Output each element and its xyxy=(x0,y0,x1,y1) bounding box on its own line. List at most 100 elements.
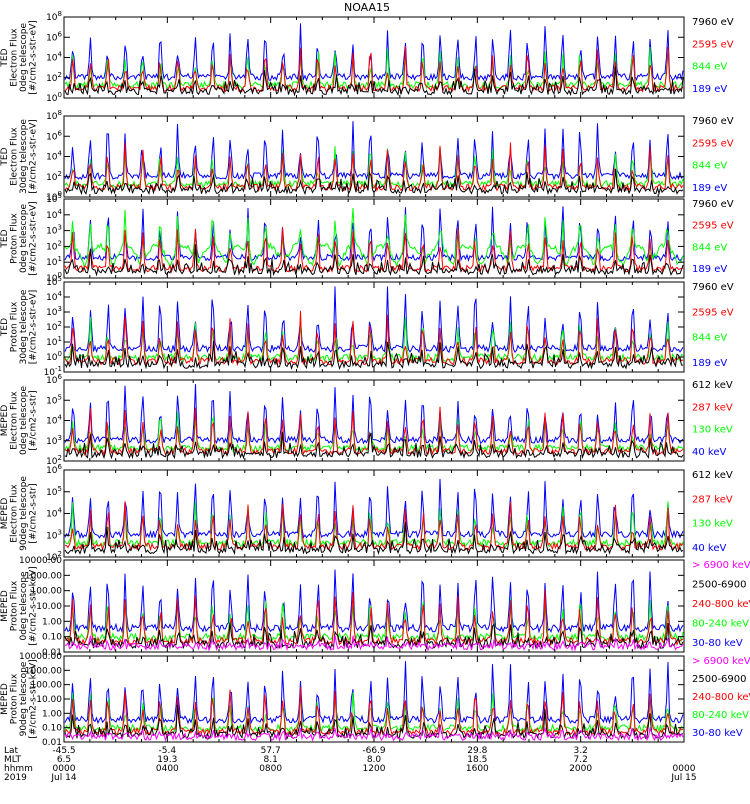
x-axis-value: 29.8 xyxy=(467,746,487,756)
legend-entry: 7960 eV xyxy=(692,116,734,127)
y-tick-label: 101 xyxy=(46,255,62,268)
y-tick-label: 100 xyxy=(46,271,62,284)
y-axis-title-line: [#/cm2-s-str-keV] xyxy=(28,566,38,645)
y-tick-label: 105 xyxy=(46,393,62,406)
x-axis-value: 0000 xyxy=(53,764,76,774)
series-trace-black xyxy=(64,622,684,650)
series-trace-black xyxy=(64,431,684,460)
y-tick-label: 105 xyxy=(46,275,62,288)
x-axis-value: 7.2 xyxy=(574,755,588,765)
x-axis-row-label: Lat xyxy=(4,746,19,756)
series-trace-blue xyxy=(64,661,684,725)
y-axis-title-line: 30deg telescope xyxy=(19,289,29,364)
series-trace-green xyxy=(64,501,684,549)
series-trace-red xyxy=(64,686,684,737)
x-axis-value: Jul 14 xyxy=(50,773,76,783)
y-axis-title-line: 0deg telescope xyxy=(19,571,29,641)
legend-entry: 2500-6900 xyxy=(692,580,747,591)
y-axis-title-line: TED xyxy=(0,147,10,166)
y-tick-label: 10000.00 xyxy=(19,652,62,662)
legend-entry: 612 keV xyxy=(692,380,733,391)
y-tick-label: 10-1 xyxy=(44,365,62,378)
legend-entry: 7960 eV xyxy=(692,17,734,28)
x-axis-value: -5.4 xyxy=(159,746,177,756)
y-tick-label: 104 xyxy=(46,414,62,427)
series-trace-red xyxy=(64,142,684,193)
x-axis-value: 0000 xyxy=(673,764,696,774)
y-tick-label: 100 xyxy=(46,91,62,104)
legend-entry: 189 eV xyxy=(692,264,727,275)
legend-entry: 612 keV xyxy=(692,470,733,481)
y-axis-title-line: [#/cm2-s-str-eV] xyxy=(28,119,38,194)
series-trace-blue xyxy=(64,206,684,263)
legend-entry: 40 keV xyxy=(692,543,726,554)
y-axis-title-line: MEPED xyxy=(0,590,10,622)
series-trace-blue xyxy=(64,286,684,354)
legend-entry: 130 keV xyxy=(692,425,733,436)
x-axis-value: Jul 15 xyxy=(670,773,696,783)
series-trace-red xyxy=(64,406,684,457)
y-tick-label: 0.10 xyxy=(42,724,62,734)
y-axis-title-line: [#/cm2-s-str] xyxy=(28,390,38,450)
x-axis-value: 19.3 xyxy=(157,755,177,765)
legend-entry: 189 eV xyxy=(692,84,727,95)
series-trace-blue xyxy=(64,23,684,82)
y-tick-label: 102 xyxy=(46,454,62,467)
y-tick-label: 100 xyxy=(46,350,62,363)
y-axis-title-line: [#/cm2-s-str-eV] xyxy=(28,201,38,276)
legend-entry: 7960 eV xyxy=(692,282,734,293)
y-axis-title-line: MEPED xyxy=(0,498,10,530)
series-trace-blue xyxy=(64,384,684,445)
y-axis-title-line: 0deg telescope xyxy=(19,386,29,456)
y-axis-title-line: Proton Flux xyxy=(9,580,19,631)
y-axis-title-line: 30deg telescope xyxy=(19,119,29,194)
legend-entry: 240-800 keV xyxy=(692,599,750,610)
y-axis-title-line: 0deg telescope xyxy=(19,23,29,93)
x-axis-value: 2000 xyxy=(569,764,592,774)
y-tick-label: 104 xyxy=(46,290,62,303)
x-axis-value: 8.1 xyxy=(264,755,278,765)
y-axis-title-line: [#/cm2-s-str] xyxy=(28,483,38,543)
y-axis-title-line: [#/cm2-s-str-eV] xyxy=(28,20,38,95)
legend-entry: 80-240 keV xyxy=(692,710,749,721)
legend-entry: 7960 eV xyxy=(692,199,734,210)
y-tick-label: 100.00 xyxy=(31,681,63,691)
y-tick-label: 106 xyxy=(46,129,62,142)
y-tick-label: 103 xyxy=(46,528,62,541)
x-axis-value: 0800 xyxy=(259,764,282,774)
y-tick-label: 103 xyxy=(46,224,62,237)
legend-entry: 844 eV xyxy=(692,242,727,253)
x-axis-value: 0400 xyxy=(156,764,179,774)
y-tick-label: 104 xyxy=(46,150,62,163)
x-axis-row-label: MLT xyxy=(4,755,22,765)
x-axis-value: 8.0 xyxy=(367,755,382,765)
y-tick-label: 108 xyxy=(46,109,62,122)
legend-entry: 287 keV xyxy=(692,494,733,505)
y-tick-label: 101 xyxy=(46,335,62,348)
y-tick-label: 104 xyxy=(46,51,62,64)
y-tick-label: 102 xyxy=(46,550,62,563)
y-tick-label: 0.01 xyxy=(42,738,62,748)
y-tick-label: 104 xyxy=(46,507,62,520)
y-tick-label: 102 xyxy=(46,320,62,333)
legend-entry: 2595 eV xyxy=(692,138,734,149)
y-tick-label: 108 xyxy=(46,10,62,23)
y-axis-title-line: Proton Flux xyxy=(9,301,19,352)
y-axis-title-line: 90deg telescope xyxy=(19,661,29,736)
y-axis-title-line: Electron Flux xyxy=(9,484,19,543)
series-trace-blue xyxy=(64,478,684,540)
series-trace-black xyxy=(64,66,684,97)
series-trace-red xyxy=(64,589,684,647)
legend-entry: 40 keV xyxy=(692,447,726,458)
x-axis-value: 1600 xyxy=(466,764,489,774)
y-tick-label: 10.00 xyxy=(36,602,62,612)
y-tick-label: 106 xyxy=(46,30,62,43)
y-tick-label: 105 xyxy=(46,192,62,205)
legend-entry: 2595 eV xyxy=(692,221,734,232)
x-axis-value: 57.7 xyxy=(261,746,281,756)
y-axis-title: MEPED Electron Flux 90deg telescope [#/cm2-… xyxy=(0,476,38,551)
y-tick-label: 100 xyxy=(46,190,62,203)
y-axis-title-line: [#/cm2-s-str-keV] xyxy=(28,659,38,738)
legend-entry: 130 keV xyxy=(692,519,733,530)
